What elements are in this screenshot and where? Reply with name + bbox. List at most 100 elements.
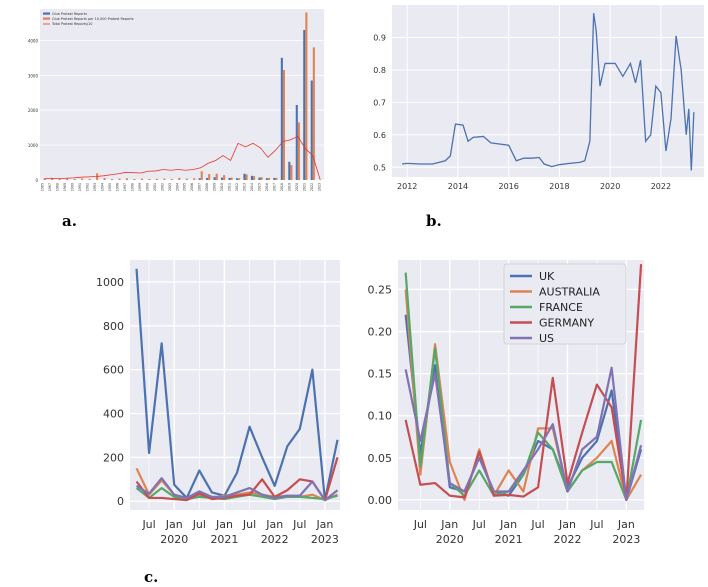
y-tick-label: 0.8 [373, 66, 386, 75]
bar [133, 178, 136, 180]
y-tick-label: 0 [35, 178, 38, 183]
x-year-label: 2023 [311, 533, 339, 546]
x-tick-label: Jul [242, 518, 256, 531]
x-tick-label: 2018 [280, 183, 284, 191]
bar [140, 178, 143, 180]
bar [290, 164, 293, 180]
y-tick-label: 0.6 [373, 131, 386, 140]
x-tick-label: 2021 [302, 183, 306, 191]
bar [155, 178, 158, 180]
bar [258, 177, 261, 180]
x-tick-label: 2023 [317, 183, 321, 191]
legend-label: Glue Protest Reports [52, 12, 87, 16]
y-tick-label: 400 [103, 408, 124, 421]
bar [312, 47, 315, 180]
y-tick-label: 200 [103, 451, 124, 464]
bar [148, 178, 151, 180]
bar [310, 80, 313, 180]
bar [245, 174, 248, 180]
bar [200, 171, 203, 180]
bar [243, 173, 246, 180]
x-tick-label: 1987 [48, 183, 52, 191]
x-tick-label: 1994 [101, 183, 105, 191]
bar [193, 178, 196, 180]
x-tick-label: 1991 [78, 183, 82, 191]
y-tick-label: 0.5 [373, 163, 386, 172]
x-tick-label: Jan [617, 518, 635, 531]
bar [305, 12, 308, 181]
bar [206, 177, 209, 180]
plot-area [40, 9, 324, 180]
bar [111, 178, 114, 180]
x-tick-label: 2020 [600, 182, 620, 191]
x-tick-label: 2009 [213, 183, 217, 191]
y-tick-label: 3000 [28, 73, 38, 78]
bar [185, 178, 188, 180]
x-tick-label: 2008 [205, 183, 209, 191]
x-tick-label: 2005 [183, 183, 187, 191]
x-year-label: 2021 [210, 533, 238, 546]
x-tick-label: 2002 [160, 183, 164, 191]
y-tick-label: 0.05 [368, 452, 393, 465]
line-total-reports [43, 135, 321, 181]
legend-label: FRANCE [539, 301, 583, 314]
x-tick-label: Jul [589, 518, 603, 531]
x-tick-label: 2012 [397, 182, 417, 191]
y-tick-label: 600 [103, 364, 124, 377]
x-tick-label: 2017 [272, 183, 276, 191]
x-year-label: 2022 [261, 533, 289, 546]
x-year-label: 2023 [612, 533, 640, 546]
bar [265, 178, 268, 180]
bar [81, 178, 84, 180]
legend-label: US [539, 332, 554, 345]
x-tick-label: Jul [413, 518, 427, 531]
x-tick-label: 2007 [198, 183, 202, 191]
bar [163, 178, 166, 180]
series-line-us [404, 366, 643, 501]
x-tick-label: 2020 [295, 183, 299, 191]
bar [66, 178, 69, 180]
bar [118, 178, 121, 180]
panel-label-a: a. [62, 212, 77, 230]
x-tick-label: 2019 [287, 183, 291, 191]
bar [303, 29, 306, 180]
legend-label: Total Protest Reports/10 [51, 22, 92, 26]
bar [73, 178, 76, 180]
x-tick-label: 2010 [220, 183, 224, 191]
bar [230, 177, 233, 180]
chart-c-right: 0.00 0.05 0.10 0.15 0.20 0.25 Jul Jan Jul Jan Jul J… [368, 260, 644, 546]
y-tick-label: 0.00 [368, 494, 393, 507]
y-tick-label: 0.9 [373, 33, 386, 42]
series-line-uk [135, 268, 339, 502]
x-tick-label: 2016 [499, 182, 519, 191]
x-tick-label: 2011 [228, 183, 232, 191]
x-tick-label: 1985 [41, 183, 45, 191]
y-tick-label: 1000 [96, 276, 124, 289]
legend-swatch [43, 17, 50, 20]
bar [125, 178, 129, 180]
x-tick-label: Jan [315, 518, 333, 531]
bar [238, 178, 241, 180]
bar [213, 177, 216, 180]
y-tick-label: 2000 [28, 108, 38, 113]
bar [288, 161, 291, 180]
bar [260, 177, 263, 180]
bar [275, 177, 278, 180]
bar [178, 177, 181, 180]
legend-label: UK [539, 270, 555, 283]
bar [215, 173, 218, 180]
bar [51, 178, 54, 180]
bar [223, 175, 226, 180]
x-tick-label: Jul [141, 518, 155, 531]
panel-label-b: b. [426, 212, 442, 230]
series-line-us [135, 477, 339, 502]
x-tick-label: 2006 [190, 183, 194, 191]
bar [58, 178, 61, 180]
panel-label-c: c. [144, 568, 159, 586]
bar [295, 104, 298, 180]
series-line-france [404, 272, 643, 501]
x-tick-label: 2018 [549, 182, 569, 191]
y-tick-label: 0.20 [368, 326, 393, 339]
x-tick-label: Jul [292, 518, 306, 531]
